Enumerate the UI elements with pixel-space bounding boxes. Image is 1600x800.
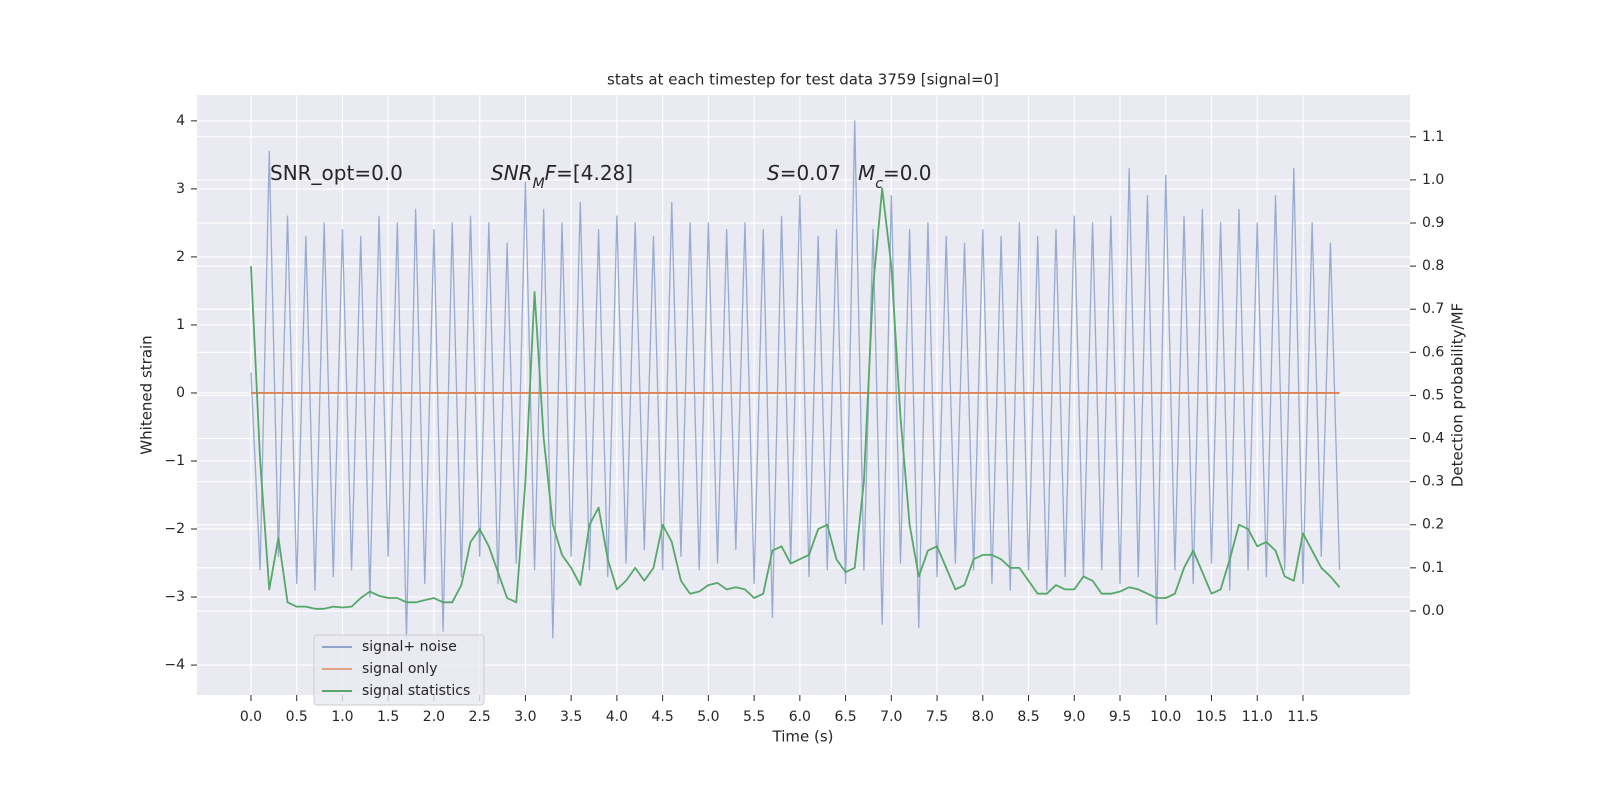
y2-tick-label: 1.1 — [1422, 129, 1444, 145]
x-tick-label: 7.5 — [926, 709, 948, 725]
annotation-part: M — [858, 161, 875, 185]
annotation: S=0.07 — [767, 161, 841, 185]
y2-tick-label: 0.4 — [1422, 431, 1444, 447]
y2-tick-label: 0.1 — [1422, 560, 1444, 576]
x-tick-label: 5.5 — [743, 709, 765, 725]
annotation-part: M — [533, 176, 545, 192]
y2-tick-label: 1.0 — [1422, 172, 1444, 188]
series-line — [250, 120, 1341, 639]
y2-tick-label: 0.5 — [1422, 387, 1444, 403]
x-tick-label: 3.0 — [514, 709, 536, 725]
y2-tick-label: 0.8 — [1422, 258, 1444, 274]
annotation-part: SNR — [491, 161, 533, 185]
annotation: SNR_opt=0.0 — [270, 161, 403, 185]
x-tick-label: 0.0 — [240, 709, 262, 725]
y-tick-label: −3 — [164, 589, 185, 605]
x-tick-label: 2.5 — [469, 709, 491, 725]
y-tick-label: 0 — [176, 385, 185, 401]
x-tick-label: 5.0 — [697, 709, 719, 725]
legend-label: signal+ noise — [362, 639, 457, 655]
y-tick-label: −1 — [164, 453, 185, 469]
legend-label: signal only — [362, 661, 437, 677]
legend-label: signal statistics — [362, 683, 470, 699]
x-tick-label: 11.0 — [1242, 709, 1273, 725]
x-tick-label: 6.5 — [834, 709, 856, 725]
x-tick-label: 11.5 — [1287, 709, 1318, 725]
chart-title: stats at each timestep for test data 375… — [607, 71, 999, 89]
y2-axis-label: Detection probability/MF — [1449, 303, 1467, 487]
y2-tick-label: 0.0 — [1422, 603, 1444, 619]
y-tick-label: −2 — [164, 521, 185, 537]
y2-tick-label: 0.3 — [1422, 474, 1444, 490]
annotation: Mc=0.0 — [858, 161, 932, 192]
y2-tick-label: 0.6 — [1422, 344, 1444, 360]
annotation-part: S — [767, 161, 780, 185]
x-tick-label: 2.0 — [423, 709, 445, 725]
series-line — [250, 187, 1341, 610]
x-tick-label: 3.5 — [560, 709, 582, 725]
y-tick-label: 1 — [176, 317, 185, 333]
annotation-part: F — [545, 161, 557, 185]
annotation-part: =0.0 — [883, 161, 932, 185]
annotation-part: =0.07 — [780, 161, 841, 185]
y2-tick-label: 0.9 — [1422, 215, 1444, 231]
y-tick-label: −4 — [164, 657, 185, 673]
x-tick-label: 10.0 — [1150, 709, 1181, 725]
annotation: SNRMF=[4.28] — [491, 161, 633, 192]
x-tick-label: 9.5 — [1109, 709, 1131, 725]
y2-tick-label: 0.7 — [1422, 301, 1444, 317]
annotation-part: SNR_opt=0.0 — [270, 161, 403, 185]
y-tick-label: 3 — [176, 181, 185, 197]
x-tick-label: 1.0 — [331, 709, 353, 725]
x-tick-label: 4.5 — [651, 709, 673, 725]
annotation-part: c — [875, 176, 883, 192]
x-tick-label: 6.0 — [789, 709, 811, 725]
x-tick-label: 8.0 — [972, 709, 994, 725]
x-axis-label: Time (s) — [772, 728, 834, 746]
x-tick-label: 0.5 — [286, 709, 308, 725]
y2-tick-label: 0.2 — [1422, 517, 1444, 533]
x-tick-label: 7.0 — [880, 709, 902, 725]
annotation-part: =[4.28] — [556, 161, 633, 185]
x-tick-label: 10.5 — [1196, 709, 1227, 725]
y-tick-label: 2 — [176, 249, 185, 265]
x-tick-label: 4.0 — [606, 709, 628, 725]
x-tick-label: 9.0 — [1063, 709, 1085, 725]
legend-box — [313, 634, 485, 706]
x-tick-label: 1.5 — [377, 709, 399, 725]
y-tick-label: 4 — [176, 113, 185, 129]
x-tick-label: 8.5 — [1017, 709, 1039, 725]
y-axis-label: Whitened strain — [138, 335, 156, 454]
